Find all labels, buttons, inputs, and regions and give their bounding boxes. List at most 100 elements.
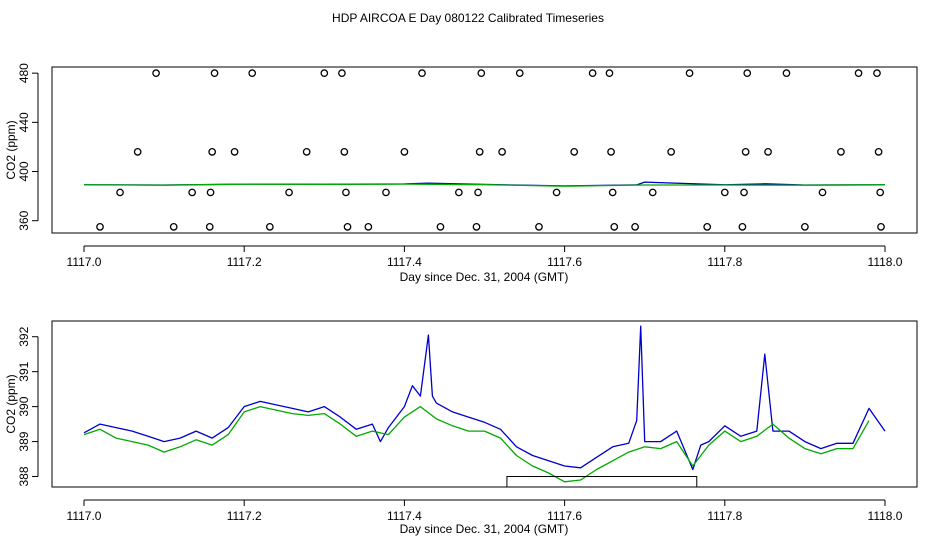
data-point: [475, 147, 484, 156]
top-series: [83, 69, 886, 231]
bottom-y-axis-label: CO2 (ppm): [4, 374, 18, 433]
data-point: [265, 223, 274, 231]
data-point: [667, 147, 675, 156]
data-point: [116, 188, 124, 197]
top-y-axis: 360 400 440 480: [17, 63, 39, 231]
y-tick-label: 440: [17, 112, 31, 132]
data-point: [302, 147, 311, 156]
data-point: [320, 69, 329, 77]
data-point: [455, 188, 463, 197]
data-point: [343, 223, 352, 231]
series-line-0: [83, 325, 886, 471]
top-scatter-panel: 1117.0 1117.2 1117.4 1117.6 1117.8 1118.0 360…: [4, 63, 918, 284]
x-tick-label: 1117.2: [227, 255, 262, 269]
x-tick-label: 1117.6: [547, 255, 582, 269]
x-tick-label: 1117.0: [67, 255, 102, 269]
data-point: [588, 69, 597, 77]
data-point: [230, 147, 239, 156]
data-point: [210, 69, 219, 77]
data-point: [364, 223, 373, 231]
data-point: [608, 188, 617, 197]
bottom-y-axis: 388 389 390 391 392: [17, 326, 39, 487]
data-point: [685, 69, 694, 77]
y-tick-label: 360: [17, 210, 31, 230]
data-point: [498, 147, 506, 156]
data-point: [570, 147, 579, 156]
chart-title: HDP AIRCOA E Day 080122 Calibrated Times…: [332, 11, 604, 25]
data-point: [382, 188, 390, 197]
data-point: [169, 223, 178, 231]
data-point: [607, 147, 615, 156]
annotation-box: [506, 476, 698, 488]
data-point: [738, 223, 747, 231]
data-point: [515, 69, 524, 77]
data-point: [605, 69, 614, 77]
data-point: [743, 69, 752, 77]
data-point: [801, 223, 809, 231]
y-tick-label: 389: [17, 431, 31, 451]
bottom-annotations: [506, 476, 698, 488]
x-tick-label: 1117.0: [67, 509, 102, 523]
data-point: [342, 188, 350, 197]
x-tick-label: 1118.0: [868, 255, 903, 269]
data-point: [873, 69, 881, 77]
data-point: [720, 188, 729, 197]
data-point: [472, 223, 481, 231]
x-tick-label: 1118.0: [868, 509, 903, 523]
x-tick-label: 1117.8: [707, 255, 742, 269]
data-point: [474, 188, 482, 197]
x-tick-label: 1117.8: [707, 509, 742, 523]
y-tick-label: 480: [17, 63, 31, 83]
data-point: [741, 147, 750, 156]
y-tick-label: 388: [17, 466, 31, 486]
data-point: [248, 69, 257, 77]
data-point: [877, 223, 885, 231]
top-x-axis-label: Day since Dec. 31, 2004 (GMT): [400, 270, 569, 284]
x-tick-label: 1117.4: [387, 255, 422, 269]
data-point: [133, 147, 142, 156]
data-point: [631, 223, 639, 231]
data-point: [285, 188, 293, 197]
data-point: [610, 223, 619, 231]
top-x-axis: 1117.0 1117.2 1117.4 1117.6 1117.8 1118.0: [67, 245, 903, 269]
y-tick-label: 390: [17, 396, 31, 416]
y-tick-label: 391: [17, 361, 31, 381]
series-line-1: [83, 405, 870, 483]
bottom-series: [83, 325, 886, 483]
data-point: [338, 69, 346, 77]
data-point: [764, 147, 772, 156]
data-point: [740, 188, 748, 197]
data-point: [188, 188, 196, 197]
data-point: [400, 147, 409, 156]
bottom-line-panel: 1117.0 1117.2 1117.4 1117.6 1117.8 1118.0 388…: [4, 320, 918, 536]
data-point: [703, 223, 712, 231]
series-line-2: [83, 183, 886, 187]
data-point: [206, 188, 215, 197]
x-tick-label: 1117.6: [547, 509, 582, 523]
y-tick-label: 400: [17, 161, 31, 181]
bottom-x-axis-label: Day since Dec. 31, 2004 (GMT): [400, 522, 569, 536]
data-point: [782, 69, 791, 77]
data-point: [340, 147, 349, 156]
data-point: [418, 69, 426, 77]
data-point: [818, 188, 827, 197]
data-point: [837, 147, 845, 156]
bottom-x-axis: 1117.0 1117.2 1117.4 1117.6 1117.8 1118.0: [67, 499, 903, 523]
data-point: [535, 223, 543, 231]
data-point: [208, 147, 217, 156]
top-plot-frame: [51, 66, 918, 234]
data-point: [854, 69, 863, 77]
x-tick-label: 1117.2: [227, 509, 262, 523]
data-point: [477, 69, 486, 77]
data-point: [205, 223, 214, 231]
bottom-plot-frame: [51, 320, 918, 488]
x-tick-label: 1117.4: [387, 509, 422, 523]
top-y-axis-label: CO2 (ppm): [4, 120, 18, 179]
data-point: [648, 188, 657, 197]
data-point: [552, 188, 561, 197]
data-point: [436, 223, 445, 231]
data-point: [876, 188, 885, 197]
data-point: [152, 69, 160, 77]
y-tick-label: 392: [17, 326, 31, 346]
